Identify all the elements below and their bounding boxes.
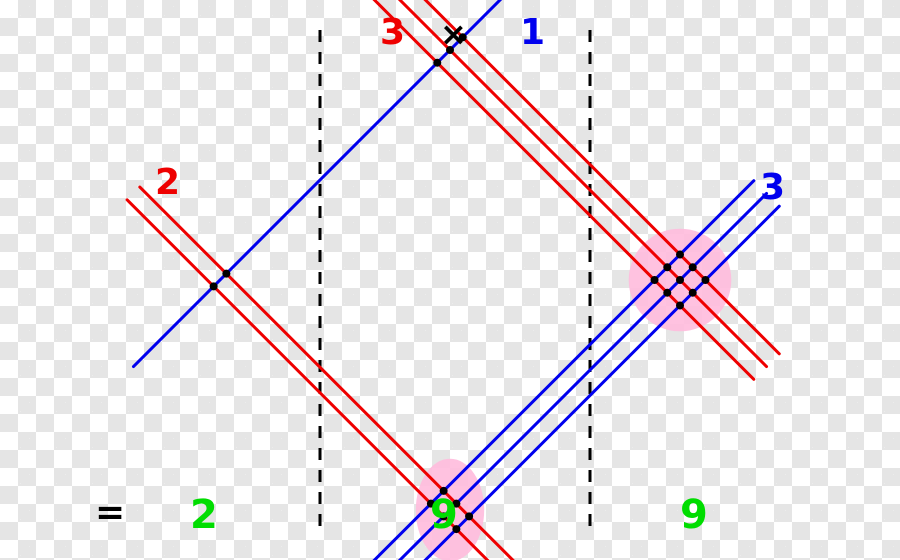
intersection-dot xyxy=(676,251,684,259)
digit-multiplicand-tens: 2 xyxy=(155,165,180,201)
intersection-dot xyxy=(433,59,441,67)
digit-multiplier-ones: 3 xyxy=(760,170,785,206)
intersection-dot xyxy=(222,270,230,278)
intersection-dot xyxy=(210,282,218,290)
intersection-dot xyxy=(663,263,671,271)
intersection-dot xyxy=(676,276,684,284)
digit-multiplier-tens: 1 xyxy=(520,15,545,51)
blue-tens-line xyxy=(133,0,536,367)
answer-ones: 9 xyxy=(680,495,708,535)
intersection-dot xyxy=(676,301,684,309)
equals-symbol: = xyxy=(95,495,125,531)
answer-tens: 9 xyxy=(430,495,458,535)
intersection-dot xyxy=(689,289,697,297)
answer-hundreds: 2 xyxy=(190,495,218,535)
lattice-diagram xyxy=(0,0,900,560)
intersection-dot xyxy=(465,512,473,520)
intersection-dot xyxy=(689,263,697,271)
intersection-dot xyxy=(701,276,709,284)
intersection-dot xyxy=(663,289,671,297)
digit-multiplicand-ones: 3 xyxy=(380,15,405,51)
times-symbol: × xyxy=(440,18,467,50)
intersection-dot xyxy=(651,276,659,284)
